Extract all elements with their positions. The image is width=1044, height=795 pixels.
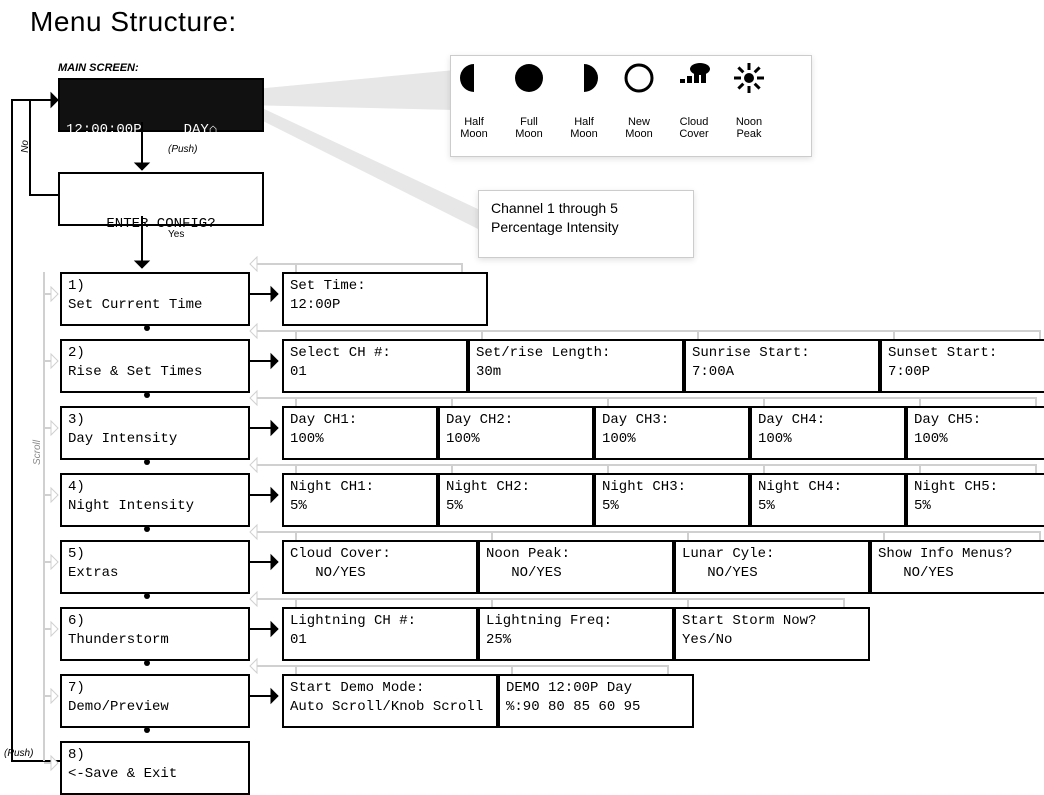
- menu-separator-dot: [144, 660, 150, 666]
- legend-caption: HalfMoon: [454, 116, 494, 140]
- sub-item: Night CH1:5%: [282, 473, 438, 527]
- menu-item-5: 5)Extras: [60, 540, 250, 594]
- legend-caption: NewMoon: [619, 116, 659, 140]
- menu-separator-dot: [144, 459, 150, 465]
- sub-item: Day CH3:100%: [594, 406, 750, 460]
- sub-item: Cloud Cover: NO/YES: [282, 540, 478, 594]
- menu-item-3: 3)Day Intensity: [60, 406, 250, 460]
- sub-item: Start Demo Mode:Auto Scroll/Knob Scroll: [282, 674, 498, 728]
- menu-item-4: 4)Night Intensity: [60, 473, 250, 527]
- sub-item: Day CH4:100%: [750, 406, 906, 460]
- sub-item: Night CH4:5%: [750, 473, 906, 527]
- sub-item: Night CH5:5%: [906, 473, 1044, 527]
- sub-item: Day CH5:100%: [906, 406, 1044, 460]
- sub-item: Select CH #:01: [282, 339, 468, 393]
- menu-item-1: 1)Set Current Time: [60, 272, 250, 326]
- menu-separator-dot: [144, 392, 150, 398]
- menu-separator-dot: [144, 325, 150, 331]
- menu-separator-dot: [144, 727, 150, 733]
- menu-separator-dot: [144, 593, 150, 599]
- sub-item: Noon Peak: NO/YES: [478, 540, 674, 594]
- legend-caption: CloudCover: [674, 116, 714, 140]
- sub-item: Sunrise Start:7:00A: [684, 339, 880, 393]
- menu-item-6: 6)Thunderstorm: [60, 607, 250, 661]
- menu-item-8: 8)<-Save & Exit: [60, 741, 250, 795]
- legend-caption: NoonPeak: [729, 116, 769, 140]
- sub-item: DEMO 12:00P Day%:90 80 85 60 95: [498, 674, 694, 728]
- sub-item: Sunset Start:7:00P: [880, 339, 1044, 393]
- sub-item: Start Storm Now?Yes/No: [674, 607, 870, 661]
- sub-item: Lightning Freq:25%: [478, 607, 674, 661]
- sub-item: Show Info Menus? NO/YES: [870, 540, 1044, 594]
- menu-item-7: 7)Demo/Preview: [60, 674, 250, 728]
- sub-item: Day CH2:100%: [438, 406, 594, 460]
- sub-item: Night CH3:5%: [594, 473, 750, 527]
- menu-item-2: 2)Rise & Set Times: [60, 339, 250, 393]
- sub-item: Night CH2:5%: [438, 473, 594, 527]
- menu-separator-dot: [144, 526, 150, 532]
- legend-caption: HalfMoon: [564, 116, 604, 140]
- sub-item: Lightning CH #:01: [282, 607, 478, 661]
- sub-item: Set/rise Length:30m: [468, 339, 684, 393]
- legend-caption: FullMoon: [509, 116, 549, 140]
- sub-item: Lunar Cyle: NO/YES: [674, 540, 870, 594]
- sub-item: Day CH1:100%: [282, 406, 438, 460]
- sub-item: Set Time:12:00P: [282, 272, 488, 326]
